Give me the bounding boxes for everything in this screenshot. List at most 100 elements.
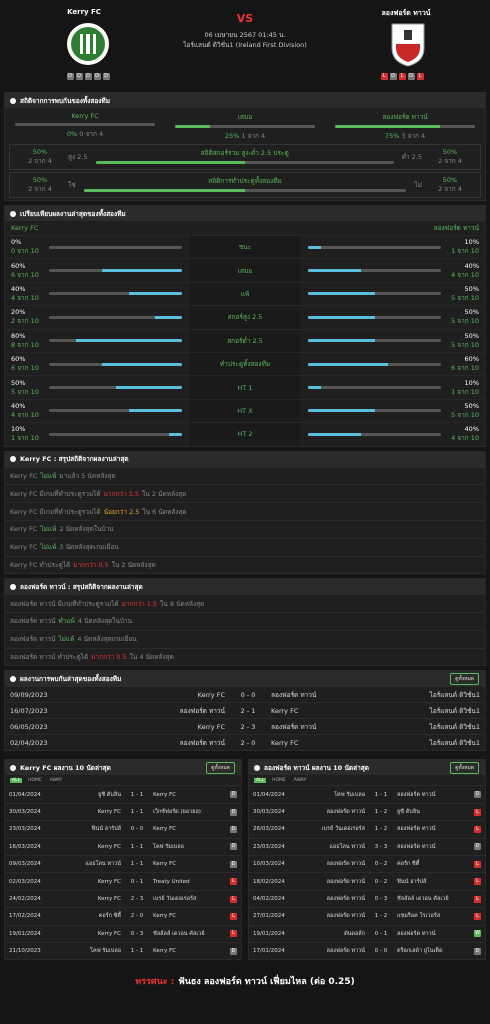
away: ลองฟอร์ด ทาวน์ xyxy=(271,722,317,731)
match-date: 06 เมษายน 2567 01:45 น. xyxy=(204,31,286,39)
summary-line: Kerry FC ทำประตูได้ มากกว่า 0.5 ใน 2 นัดหล… xyxy=(5,555,485,574)
count: 6 จาก 10 xyxy=(451,364,479,373)
bar-track xyxy=(308,432,441,436)
away: ลองฟอร์ด ทาวน์ xyxy=(397,930,436,937)
away: Treaty United xyxy=(153,878,190,885)
section-title: ลองฟอร์ด ทาวน์ : สรุปสถิติจากผลงานล่าสุด xyxy=(5,579,485,595)
away-bar xyxy=(308,313,441,322)
text-part: Kerry FC ทำประตูได้ xyxy=(10,560,71,569)
tab[interactable]: ALL xyxy=(254,777,267,783)
text-part: 2 นัดหลังสุดในบ้าน xyxy=(59,525,114,534)
result-row: 04/02/2024 ลองฟอร์ด ทาวน์ 0 - 3 ชัลส์ลล์ เด… xyxy=(249,889,485,907)
bar-track xyxy=(83,188,407,192)
pct: 50% xyxy=(442,176,458,184)
bar-track xyxy=(49,409,182,413)
form-badge: L xyxy=(380,73,388,80)
home: Kerry FC xyxy=(97,878,121,885)
view-all-button[interactable]: ดูทั้งหมด xyxy=(206,762,235,775)
date: 27/01/2024 xyxy=(253,913,285,920)
tab[interactable]: HOME xyxy=(28,777,42,783)
title-text: Kerry FC ผลงาน 10 นัดล่าสุด xyxy=(20,763,111,772)
bar-fill xyxy=(308,315,375,319)
section-title: สถิติจากการพบกันของทั้งสองทีม xyxy=(5,93,485,108)
view-all-button[interactable]: ดูทั้งหมด xyxy=(450,762,479,775)
home-bar xyxy=(49,313,182,322)
result-badge: L xyxy=(230,878,237,886)
result-row: 16/03/2024 Kerry FC 1 - 1 โคฟ รัมเบลอ D xyxy=(5,837,241,855)
count: 5 จาก 10 xyxy=(451,293,479,302)
home: ลองฟอร์ด ทาวน์ xyxy=(179,738,225,747)
bar-track xyxy=(308,269,441,273)
bar-track xyxy=(308,245,441,249)
outcome: ลองฟอร์ด ทาวน์ 75% 3 จาก 4 xyxy=(335,112,475,140)
bar-track xyxy=(15,123,155,126)
compare-row: 10% 1 จาก 10 HT 2 40% 4 จาก 10 xyxy=(5,422,485,446)
text-part: ทำแพ้ xyxy=(58,617,75,626)
text-part: 4 นัดหลังสุดเกมเยือน xyxy=(77,635,137,644)
result-row: 27/01/2024 ลองฟอร์ด ทาวน์ 1 - 2 แชมร็อค โรเ… xyxy=(249,907,485,924)
home-bar xyxy=(49,360,182,369)
compare-row: 0% 0 จาก 10 ชนะ 10% 1 จาก 10 xyxy=(5,235,485,259)
right-stat: 50% 2 จาก 4 xyxy=(430,176,470,194)
pct: 50% xyxy=(32,148,48,156)
pct: 50% xyxy=(32,176,48,184)
recent-panel: Kerry FC ผลงาน 10 นัดล่าสุด ดูทั้งหมด ALL H… xyxy=(4,759,242,961)
text-part: มาแล้ว 5 นัดหลังสุด xyxy=(59,471,116,480)
bar-track xyxy=(308,386,441,390)
result-row: 18/02/2024 ลองฟอร์ด ทาวน์ 0 - 2 ฟินน์ ฮาร์ป… xyxy=(249,872,485,889)
score: 0 - 1 xyxy=(130,878,144,885)
home-bar xyxy=(49,430,182,439)
result-badge: D xyxy=(474,947,481,955)
text-part: ลองฟอร์ด ทาวน์ ทำประตูได้ xyxy=(10,653,89,662)
tabs: ALL HOME AWAY xyxy=(249,775,485,785)
score: 1 - 1 xyxy=(130,809,144,816)
text-part: ใน 2 นัดหลังสุด xyxy=(111,560,156,569)
bar-track xyxy=(49,386,182,390)
compare-row: 20% 2 จาก 10 สกอร์สูง 2.5 50% 5 จาก 10 xyxy=(5,305,485,329)
bar-track xyxy=(49,292,182,296)
home-stat: 60% 6 จาก 10 xyxy=(11,262,41,280)
tab[interactable]: HOME xyxy=(272,777,286,783)
score: 1 - 1 xyxy=(130,861,144,868)
content: สถิติจากการพบกันของทั้งสองทีม Kerry FC 0% … xyxy=(4,92,486,961)
away: Kerry FC xyxy=(153,861,177,868)
result-row: 30/03/2024 Kerry FC 1 - 1 เว็กซ์ฟอร์ด (ยอวย… xyxy=(5,802,241,820)
away: แชมร็อค โรเวอร์ส xyxy=(397,913,441,920)
label: สกอร์สูง 2.5 xyxy=(190,306,300,329)
view-all-button[interactable]: ดูทั้งหมด xyxy=(450,673,479,686)
away-team: ลองฟอร์ด ทาวน์ xyxy=(433,224,479,232)
date: 06/05/2023 xyxy=(10,722,48,731)
away-stat: 50% 5 จาก 10 xyxy=(449,402,479,420)
text-part: ไม่แพ้ xyxy=(40,525,57,534)
left-name: ใช่ xyxy=(68,181,76,189)
tab[interactable]: AWAY xyxy=(293,777,307,783)
team-summary: Kerry FC : สรุปสถิติจากผลงานล่าสุด Kerry … xyxy=(4,450,486,575)
text-part: ไม่แพ้ xyxy=(58,635,75,644)
outcome: Kerry FC 0% 0 จาก 4 xyxy=(15,112,155,138)
count: 1 จาก 10 xyxy=(451,247,479,256)
outcome-count: 0 จาก 4 xyxy=(79,130,104,138)
icon xyxy=(10,210,16,217)
text-part: มากกว่า 0.5 xyxy=(91,653,127,662)
tab[interactable]: AWAY xyxy=(49,777,63,783)
score: 1 - 1 xyxy=(130,791,144,798)
result-row: 21/10/2023 โคฟ รัมเบลอ 1 - 1 Kerry FC D xyxy=(5,942,241,959)
tab[interactable]: ALL xyxy=(10,777,23,783)
right-name: ไม่ xyxy=(414,181,422,189)
count: 4 จาก 10 xyxy=(451,270,479,279)
home: ลองฟอร์ด ทาวน์ xyxy=(326,896,365,903)
summary-line: ลองฟอร์ด ทาวน์ ไม่แพ้ 4 นัดหลังสุดเกมเยือน xyxy=(5,629,485,648)
date: 23/03/2024 xyxy=(9,826,41,833)
outcome-name: Kerry FC xyxy=(71,112,99,120)
team-summary: ลองฟอร์ด ทาวน์ : สรุปสถิติจากผลงานล่าสุด… xyxy=(4,578,486,667)
home-bar xyxy=(49,266,182,275)
date: 02/03/2024 xyxy=(9,878,41,885)
form-badge: D xyxy=(93,73,101,80)
away: Kerry FC xyxy=(153,791,177,798)
away: Kerry FC xyxy=(271,706,299,715)
text-part: ไม่แพ้ xyxy=(40,471,57,480)
score: 0 - 1 xyxy=(374,930,388,937)
stat-title: สถิติสกอร์รวม สูง-ต่ำ 2.5 ประตู xyxy=(200,148,289,157)
summary-line: Kerry FC ไม่แพ้ 3 นัดหลังสุดเกมเยือน xyxy=(5,537,485,556)
